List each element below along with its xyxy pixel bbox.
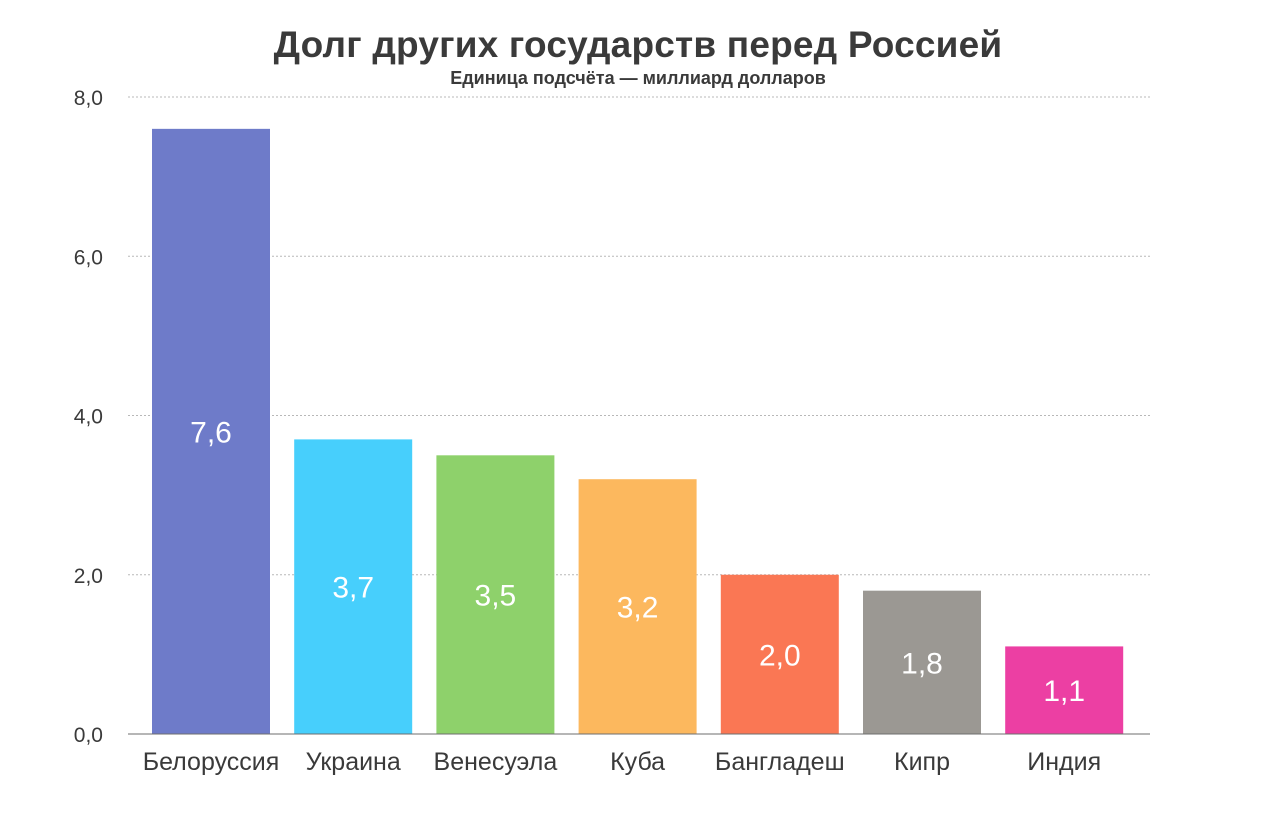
y-tick-label: 4,0 [74, 406, 103, 429]
x-tick-label: Кипр [894, 748, 950, 776]
bar [863, 590, 981, 734]
x-tick-label: Украина [306, 748, 401, 776]
y-tick-label: 0,0 [74, 724, 103, 747]
bars [152, 128, 1124, 735]
bar [436, 455, 555, 734]
value-labels: 7,6 3,7 3,5 3,2 2,0 1,8 1,1 [190, 416, 1085, 708]
chart-title: Долг других государств перед Россией [273, 24, 1003, 65]
value-label: 3,5 [475, 580, 517, 613]
value-label: 1,8 [901, 647, 943, 680]
bar [152, 128, 270, 735]
value-label: 2,0 [759, 639, 801, 672]
x-tick-label: Куба [610, 748, 665, 776]
value-label: 3,2 [617, 592, 659, 625]
bar [720, 574, 839, 734]
y-axis-ticks: 0,0 2,0 4,0 6,0 8,0 [74, 87, 103, 747]
chart-subtitle: Единица подсчёта — миллиард долларов [450, 68, 826, 88]
y-tick-label: 6,0 [74, 246, 103, 269]
value-label: 1,1 [1043, 675, 1085, 708]
x-tick-label: Белоруссия [143, 748, 280, 776]
x-tick-label: Индия [1027, 748, 1101, 776]
x-tick-label: Бангладеш [715, 748, 845, 776]
x-axis-ticks: Белоруссия Украина Венесуэла Куба Бангладеш К… [143, 748, 1101, 776]
y-tick-label: 2,0 [74, 565, 103, 588]
value-label: 3,7 [332, 572, 374, 605]
bar [294, 439, 413, 734]
x-tick-label: Венесуэла [434, 748, 558, 776]
bar [1005, 646, 1124, 734]
bar [578, 479, 697, 734]
y-tick-label: 8,0 [74, 87, 103, 110]
value-label: 7,6 [190, 416, 232, 449]
